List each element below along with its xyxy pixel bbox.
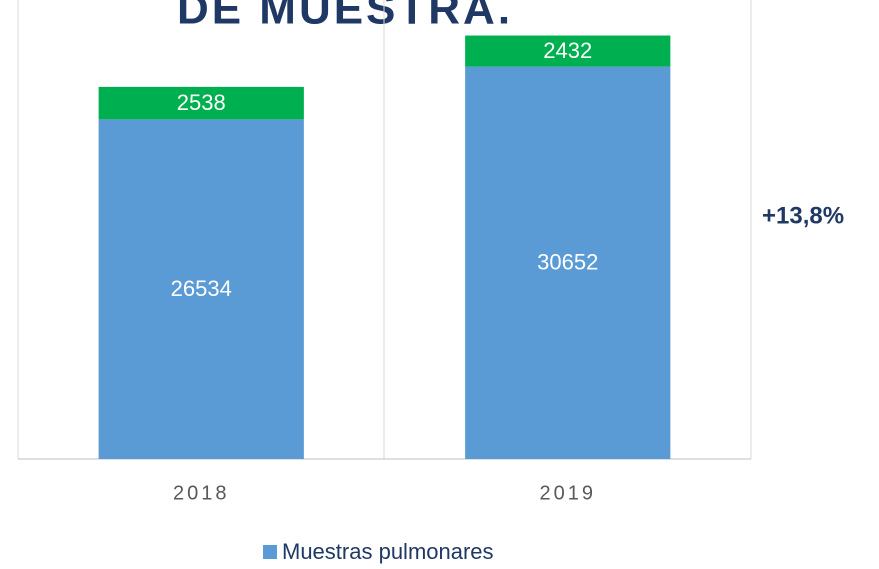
bar-segment (465, 66, 671, 459)
value-label: 30652 (537, 250, 598, 275)
legend-label: Muestras pulmonares (282, 539, 494, 564)
bar-segment (465, 35, 671, 67)
chart-title: DE MUESTRA. (177, 0, 513, 34)
x-tick-label: 2018 (173, 482, 230, 504)
value-label: 26534 (171, 276, 232, 301)
value-label: 2432 (543, 38, 592, 63)
bar-segment (98, 86, 304, 120)
bar-segment (98, 119, 304, 459)
value-label: 2538 (177, 90, 226, 115)
x-tick-label: 2019 (540, 482, 597, 504)
legend-swatch (263, 545, 277, 559)
annotation: +13,8% (762, 202, 844, 229)
